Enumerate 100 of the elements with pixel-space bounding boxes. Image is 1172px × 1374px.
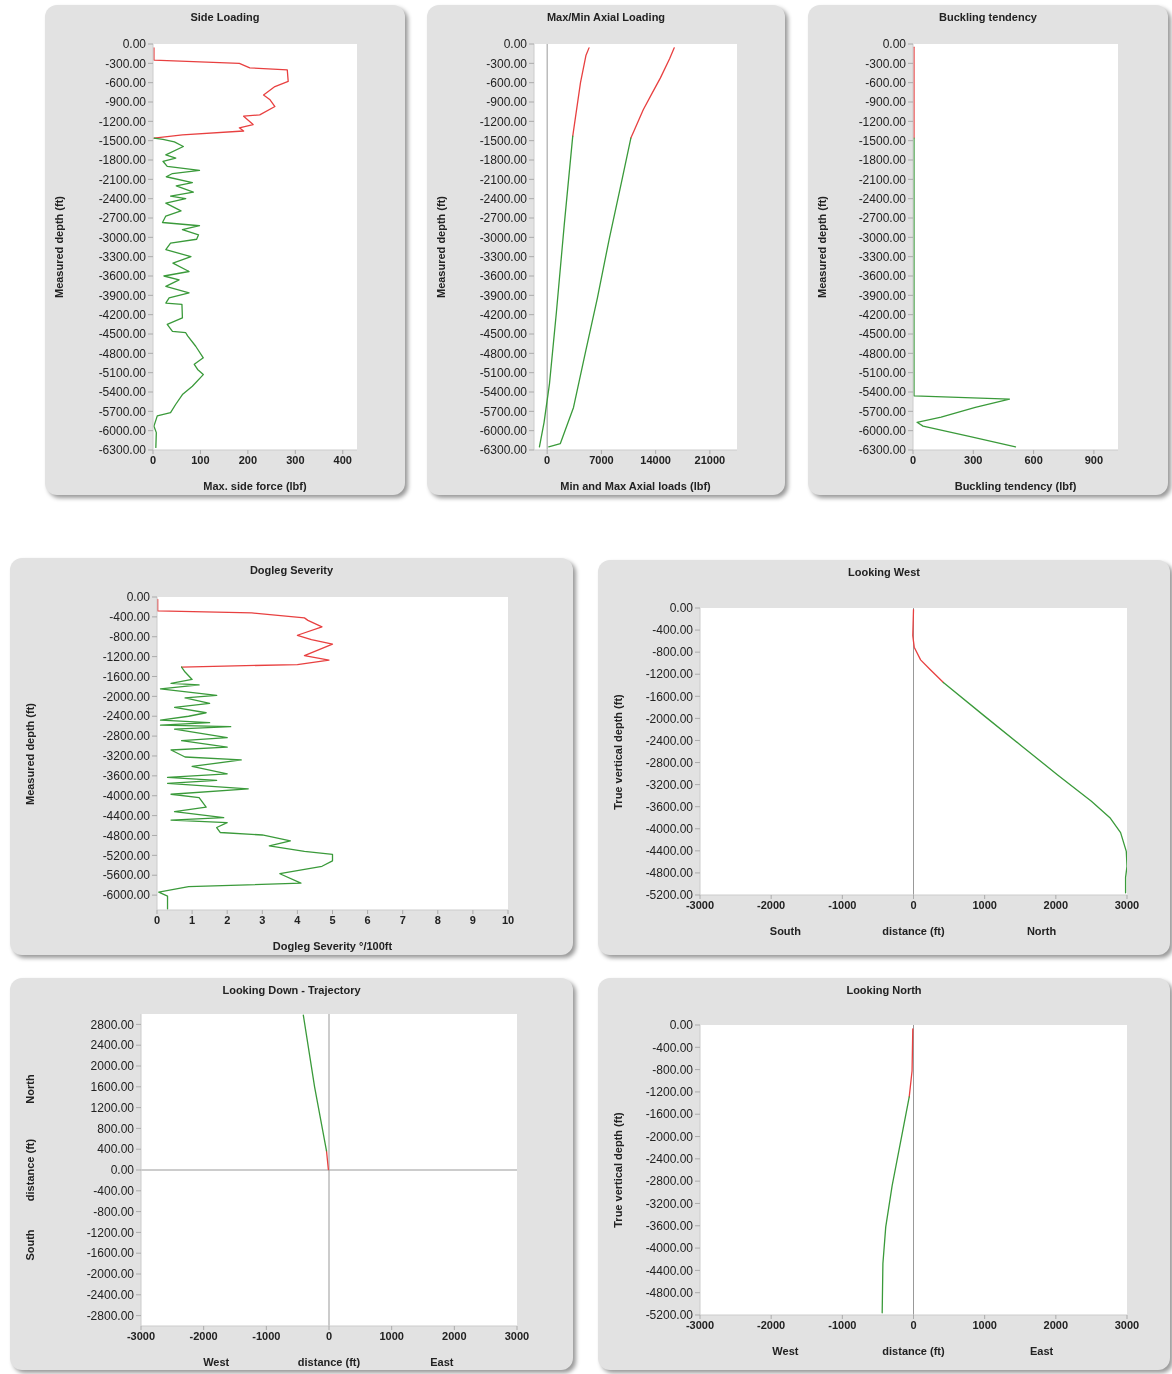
x-tick-label: 10 [501,913,515,926]
y-tick-label: -4000.00 [645,822,694,837]
y-tick-label: -1500.00 [98,133,147,148]
y-tick-label: -1600.00 [86,1246,135,1261]
x-tick-label: 600 [1024,453,1043,466]
y-tick-label: -4000.00 [645,1241,694,1256]
line-series [630,47,675,139]
chart-title: Looking Down - Trajectory [221,984,362,996]
x-tick-label: 400 [333,453,352,466]
text: North [1026,925,1057,937]
chart-title: Max/Min Axial Loading [545,11,667,23]
y-tick-label: -900.00 [486,95,528,110]
y-tick-label: -1200.00 [645,667,694,682]
chart-title: Dogleg Severity [248,564,335,576]
line-series [913,137,1017,448]
line-series [881,1096,910,1314]
y-tick-label: -1200.00 [86,1225,135,1240]
text: North [24,1074,36,1104]
x-axis-title: Min and Max Axial loads (lbf) [559,480,712,492]
y-tick-label: 0.00 [110,1163,135,1178]
y-tick-label: -900.00 [105,95,147,110]
x-tick-label: 900 [1084,453,1104,466]
y-tick-label: -1200.00 [858,114,907,129]
y-tick-label: -4800.00 [102,828,151,843]
x-axis-title: distance (ft) [297,1356,361,1368]
x-axis-title: Buckling tendency (lbf) [953,480,1078,492]
y-tick-label: -4400.00 [102,808,151,823]
chart-title: Looking West [847,566,921,578]
x-tick-label: 2000 [1043,898,1069,911]
y-tick-label: -1600.00 [645,689,694,704]
y-tick-label: -3600.00 [858,269,907,284]
x-tick-label: 21000 [694,453,726,466]
y-tick-label: -4500.00 [858,327,907,342]
y-tick-label: 1600.00 [90,1080,135,1095]
y-tick-label: 400.00 [97,1142,135,1157]
y-tick-label: 800.00 [97,1121,135,1136]
x-axis-title: distance (ft) [882,925,945,937]
y-tick-label: -2400.00 [858,191,907,206]
y-tick-label: -1800.00 [479,153,528,168]
y-tick-label: -4500.00 [479,327,528,342]
y-tick-label: -2700.00 [479,211,528,226]
y-tick-label: -2100.00 [479,172,528,187]
y-tick-label: -1200.00 [479,114,528,129]
x-tick-label: 4 [294,913,302,926]
y-tick-label: -3900.00 [858,288,907,303]
x-tick-label: 3 [259,913,266,926]
y-tick-label: -2000.00 [86,1267,135,1282]
y-tick-label: -5400.00 [98,385,147,400]
y-tick-label: -6300.00 [479,443,528,458]
x-tick-label: 3000 [1114,1318,1140,1331]
y-tick-label: -2800.00 [102,729,151,744]
x-tick-label: 2000 [1043,1318,1069,1331]
x-tick-label: 0 [910,898,917,911]
y-tick-label: 0.00 [669,1018,694,1033]
y-tick-label: -6000.00 [102,888,151,903]
y-tick-label: -2400.00 [479,191,528,206]
text: South [24,1229,36,1261]
y-tick-label: -3200.00 [102,749,151,764]
line-series [153,137,204,449]
x-tick-label: 7 [399,913,406,926]
y-tick-label: -4200.00 [858,307,907,322]
x-tick-label: -3000 [126,1329,156,1342]
y-tick-label: -4200.00 [479,307,528,322]
y-tick-label: -3000.00 [858,230,907,245]
y-tick-label: -3600.00 [645,799,694,814]
y-tick-label: -400.00 [652,623,694,638]
x-tick-label: 0 [325,1329,333,1342]
y-tick-label: 0.00 [122,37,147,52]
y-tick-label: -5100.00 [98,365,147,380]
y-tick-label: -1500.00 [858,133,907,148]
y-tick-label: -800.00 [652,1062,694,1077]
y-tick-label: -800.00 [93,1204,135,1219]
y-tick-label: -4800.00 [645,866,694,881]
y-tick-label: -6000.00 [98,423,147,438]
y-tick-label: -3000.00 [479,230,528,245]
y-tick-label: -4800.00 [645,1285,694,1300]
y-tick-label: -5400.00 [858,385,907,400]
x-tick-label: 9 [469,913,476,926]
y-tick-label: -3000.00 [98,230,147,245]
x-tick-label: 1 [189,913,196,926]
y-tick-label: -2700.00 [858,211,907,226]
y-tick-label: -2400.00 [86,1288,135,1303]
y-tick-label: -900.00 [865,95,907,110]
y-tick-label: -2800.00 [645,1174,694,1189]
x-axis-title: Max. side force (lbf) [202,480,308,492]
y-tick-label: -3600.00 [98,269,147,284]
x-tick-label: 0 [153,913,161,926]
line-series [158,666,334,910]
y-tick-label: -1500.00 [479,133,528,148]
x-tick-label: -1000 [828,898,857,911]
y-tick-label: -5700.00 [858,404,907,419]
y-tick-label: -2400.00 [102,709,151,724]
y-tick-label: -600.00 [865,75,907,90]
y-tick-label: -4200.00 [98,307,147,322]
y-tick-label: -5600.00 [102,868,151,883]
x-tick-label: 2000 [442,1329,467,1342]
x-tick-label: 100 [191,453,210,466]
y-tick-label: -3200.00 [645,777,694,792]
y-tick-label: -2800.00 [645,755,694,770]
y-tick-label: -1200.00 [645,1085,694,1100]
